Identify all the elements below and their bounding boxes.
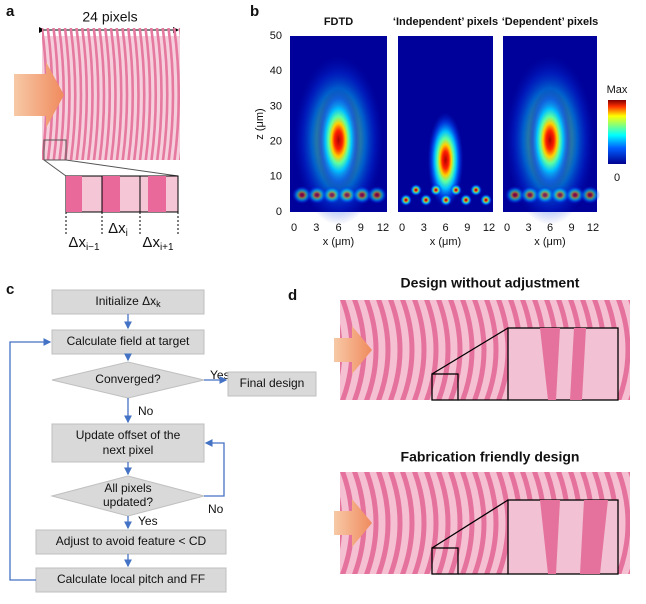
stripe (180, 28, 185, 162)
x-tick-label: 0 (504, 222, 510, 234)
x-tick-label: 0 (399, 222, 405, 234)
zoom-line (66, 160, 178, 176)
field-spot (420, 194, 432, 206)
x-tick-label: 6 (547, 222, 553, 234)
field-spot (440, 194, 452, 206)
pixel-segment (102, 176, 120, 212)
step-text: Initialize Δxk (95, 294, 161, 309)
pixel-segment (66, 176, 82, 212)
panel-a: a 24 pixels Δxi−1 Δxi Δxi+1 (6, 3, 185, 253)
x-tick-label: 0 (291, 222, 297, 234)
pixel-width-label: Δxi (108, 220, 128, 239)
stripe (630, 470, 640, 576)
y-tick-label: 50 (270, 30, 282, 42)
x-tick-label: 9 (464, 222, 470, 234)
design-title: Design without adjustment (401, 275, 580, 291)
colorbar (608, 100, 626, 164)
field-spot (450, 184, 462, 196)
step-text: Adjust to avoid feature < CD (56, 534, 207, 548)
panel-title: ‘Dependent’ pixels (502, 16, 599, 28)
x-tick-label: 3 (313, 222, 319, 234)
field-spot (528, 88, 572, 192)
y-tick-label: 10 (270, 171, 282, 183)
field-spot (410, 184, 422, 196)
x-axis-label: x (μm) (323, 236, 354, 248)
y-tick-label: 40 (270, 65, 282, 77)
stripe (630, 298, 640, 402)
step-text: updated? (103, 495, 153, 509)
y-axis-label: z (μm) (254, 108, 266, 139)
step-text: Update offset of the (76, 428, 181, 442)
colorbar-max: Max (607, 84, 628, 96)
x-axis-label: x (μm) (534, 236, 565, 248)
x-tick-label: 9 (568, 222, 574, 234)
field-spot (400, 194, 412, 206)
x-tick-label: 12 (377, 222, 389, 234)
field-spot (470, 184, 482, 196)
pixel-width-label: Δxi−1 (68, 234, 100, 253)
x-tick-label: 6 (442, 222, 448, 234)
x-tick-label: 3 (421, 222, 427, 234)
pixel-width-label: Δxi+1 (142, 234, 174, 253)
zoom-panel (508, 328, 618, 400)
design-title: Fabrication friendly design (401, 449, 580, 465)
pixel-segment (148, 176, 166, 212)
step-text: All pixels (104, 481, 151, 495)
panel-label: c (6, 281, 14, 298)
panel-d: d Design without adjustment Fabrication … (288, 275, 640, 576)
x-tick-label: 3 (525, 222, 531, 234)
step-text: next pixel (103, 443, 154, 457)
panel-title: FDTD (324, 16, 353, 28)
x-tick-label: 12 (483, 222, 495, 234)
panel-title: ‘Independent’ pixels (393, 16, 498, 28)
panel-b: b z (μm) Max 0 FDTD 0 3 6 9 12 x (μm) ‘Independ… (250, 3, 628, 248)
x-tick-label: 6 (335, 222, 341, 234)
field-spot (430, 184, 442, 196)
x-tick-label: 9 (358, 222, 364, 234)
branch-label: No (208, 502, 224, 516)
y-tick-label: 20 (270, 136, 282, 148)
colorbar-min: 0 (614, 172, 620, 184)
panel-label: b (250, 3, 259, 20)
step-text: Calculate local pitch and FF (57, 572, 205, 586)
x-axis-label: x (μm) (430, 236, 461, 248)
x-tick-label: 12 (587, 222, 599, 234)
field-spot (480, 194, 492, 206)
figure: a 24 pixels Δxi−1 Δxi Δxi+1 b z (μm) Max… (0, 0, 646, 599)
field-spot (317, 88, 361, 192)
panel-label: a (6, 3, 15, 20)
step-text: Final design (240, 376, 305, 390)
width-label: 24 pixels (82, 9, 137, 25)
step-text: Calculate field at target (67, 334, 190, 348)
branch-label: Yes (138, 514, 158, 528)
y-tick-label: 30 (270, 100, 282, 112)
panel-label: d (288, 287, 297, 304)
field-spot (460, 194, 472, 206)
y-tick-label: 0 (276, 206, 282, 218)
zoom-line (44, 160, 66, 176)
panel-c: c Initialize Δxk Calculate field at targ… (6, 281, 316, 592)
field-spot (580, 186, 600, 204)
field-spot (367, 186, 387, 204)
step-text: Converged? (95, 372, 161, 386)
branch-label: No (138, 404, 154, 418)
